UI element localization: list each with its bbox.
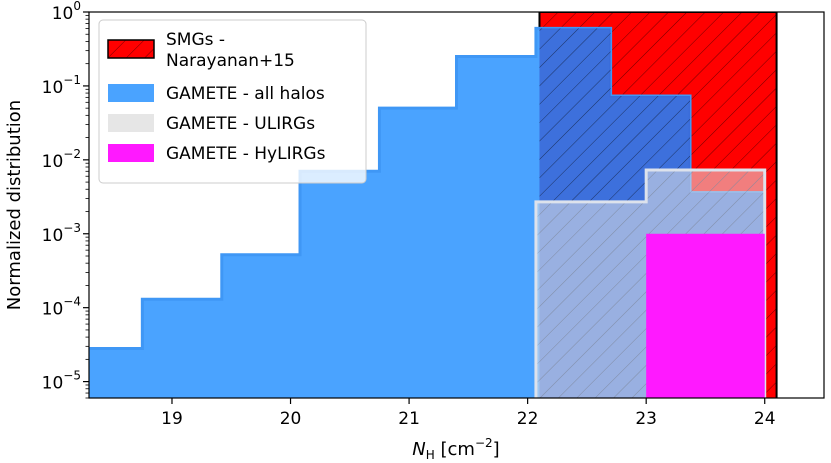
x-axis: 19 20 21 22 23 24 [161,398,776,429]
y-tick-label-3: 10−2 [42,147,81,172]
x-tick-label-24: 24 [754,409,776,429]
plot-area [89,12,778,398]
y-tick-label-4: 10−1 [42,73,81,98]
legend-label-gamete-hylirgs: GAMETE - HyLIRGs [166,144,326,164]
legend-label-gamete-all-halos: GAMETE - all halos [166,84,325,104]
x-tick-label-22: 22 [517,409,539,429]
x-tick-label-21: 21 [398,409,420,429]
legend-swatch-gamete-ulirgs [108,114,154,132]
plot-frame [88,11,825,399]
x-tick-label-19: 19 [161,409,183,429]
legend-swatch-hatch [108,40,154,58]
legend-box [98,19,367,184]
legend-label-gamete-ulirgs: GAMETE - ULIRGs [166,114,315,134]
x-axis-label: NH [cm−2] [412,436,499,462]
y-tick-label-5: 100 [52,0,81,24]
y-axis: 10−5 10−4 10−3 10−2 10−1 100 [42,0,89,399]
legend-label-smgs-narayanan-15: SMGs -Narayanan+15 [166,30,295,71]
y-tick-label-2: 10−3 [42,221,81,246]
legend-swatch-gamete-hylirgs [108,144,154,162]
ulirg-step [534,168,767,398]
legend-swatch-gamete-all-halos [108,84,154,102]
legend: SMGs -Narayanan+15 GAMETE - all halos GAME… [98,19,367,184]
y-tick-label-0: 10−5 [42,369,81,394]
x-tick-label-23: 23 [635,409,657,429]
y-axis-label: Normalized distribution [4,100,25,310]
x-tick-label-20: 20 [280,409,302,429]
y-tick-label-1: 10−4 [42,295,81,320]
hylirg-bar-1 [646,233,765,398]
